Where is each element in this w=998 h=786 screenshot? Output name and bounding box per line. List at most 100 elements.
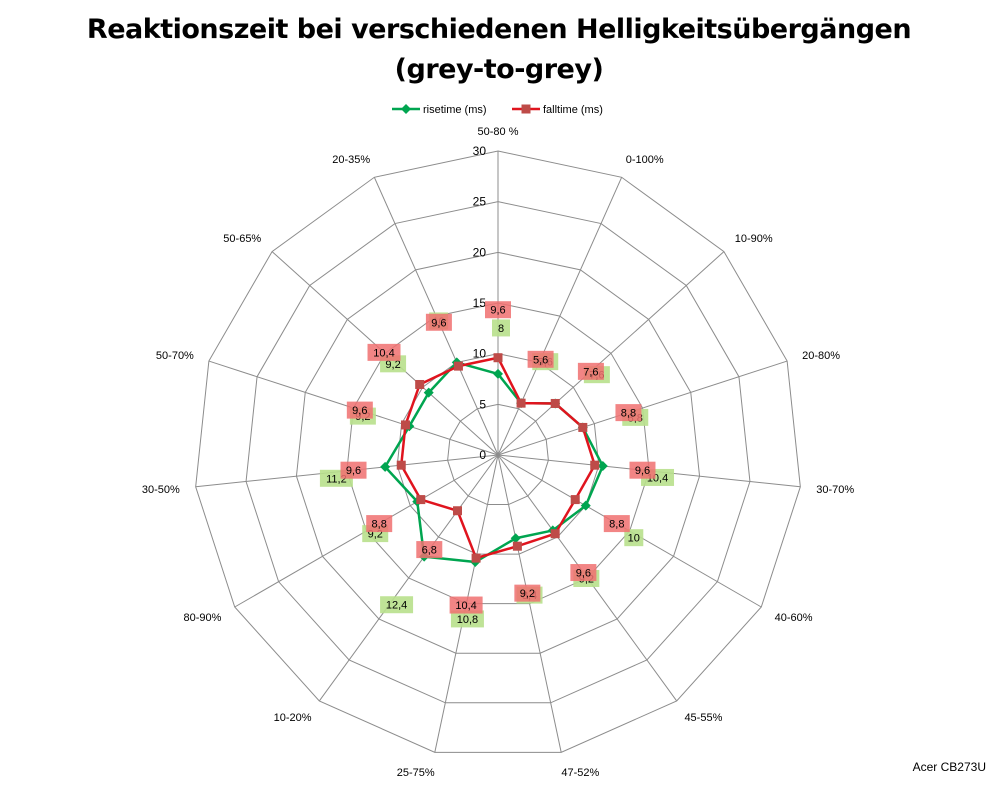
data-point (512, 541, 522, 551)
data-point (510, 533, 521, 544)
radar-grid (195, 150, 801, 753)
data-label-box (366, 515, 393, 533)
category-label: 10-90% (735, 233, 773, 245)
category-label: 20-35% (332, 154, 370, 166)
data-point (550, 398, 560, 408)
data-label: 9,6 (576, 568, 591, 580)
category-label: 40-60% (775, 612, 813, 624)
data-label-box (449, 596, 483, 614)
category-label: 50-65% (223, 233, 261, 245)
category-labels: 50-80 % 0-100% 10-90% 20-80% 30-70% 40-60% 45-… (142, 126, 855, 779)
data-point (452, 506, 462, 516)
radial-tick-label: 10 (473, 347, 487, 361)
category-label: 0-100% (626, 154, 664, 166)
data-point (423, 387, 434, 398)
data-point (597, 461, 608, 472)
data-label-box (492, 319, 510, 337)
data-label: 8 (498, 323, 504, 335)
data-point (590, 460, 600, 470)
data-point (570, 495, 580, 505)
data-point (380, 461, 391, 472)
data-label: 10,4 (373, 347, 394, 359)
data-labels-falltime: 9,65,67,68,89,68,89,69,210,46,88,89,69,6… (340, 301, 656, 614)
radial-tick-label: 15 (473, 296, 487, 310)
category-label: 20-80% (802, 350, 840, 362)
data-label-box (346, 401, 373, 419)
category-label: 30-70% (816, 484, 854, 496)
model-watermark: Acer CB273U (912, 760, 986, 774)
radial-tick-label: 20 (473, 245, 487, 259)
data-label-box (570, 564, 597, 582)
data-label-box (624, 529, 644, 547)
data-label-box (425, 313, 452, 331)
category-label: 10-20% (274, 712, 312, 724)
data-point (493, 368, 503, 379)
grid-ring (245, 201, 751, 704)
data-label-box (340, 461, 367, 479)
category-label: 47-52% (561, 767, 599, 779)
series-line (400, 356, 596, 560)
data-label: 9,6 (490, 305, 505, 317)
data-label-box (577, 362, 604, 380)
category-label: 45-55% (684, 712, 722, 724)
category-label: 80-90% (183, 612, 221, 624)
radial-tick-label: 5 (479, 397, 486, 411)
data-point (580, 500, 591, 511)
series-risetime (380, 357, 608, 568)
series-falltime (396, 353, 600, 563)
data-point (400, 420, 410, 430)
grid-spoke (318, 454, 499, 702)
data-label: 10,4 (455, 600, 476, 612)
data-label: 9,2 (385, 359, 400, 371)
data-label-box (514, 584, 541, 602)
data-label-box (629, 461, 656, 479)
grid-spoke (497, 360, 788, 456)
data-label: 12,4 (386, 600, 407, 612)
data-label-box (603, 515, 630, 533)
data-label: 8,8 (372, 519, 387, 531)
data-label: 8,8 (621, 408, 636, 420)
data-label: 10,8 (457, 614, 478, 626)
data-point (396, 460, 406, 470)
chart-title-line-2: (grey-to-grey) (394, 54, 604, 85)
data-point (516, 398, 526, 408)
radial-ticks: 0 5 10 15 20 25 30 (473, 144, 487, 462)
data-point (550, 529, 560, 539)
radial-tick-label: 25 (473, 195, 487, 209)
legend: risetime (ms) falltime (ms) (392, 104, 603, 116)
radial-tick-label: 0 (479, 448, 486, 462)
data-label: 5,6 (533, 354, 548, 366)
grid-spoke (497, 177, 623, 456)
data-label: 8,8 (609, 519, 624, 531)
data-point (471, 553, 481, 563)
data-label: 6,8 (422, 545, 437, 557)
data-label-box (380, 596, 414, 614)
grid-ring (346, 302, 650, 605)
grid-ring (195, 150, 801, 753)
data-label: 7,6 (583, 366, 598, 378)
data-point (578, 422, 588, 432)
category-label: 25-75% (397, 767, 435, 779)
data-label-box (450, 610, 484, 628)
data-label-box (485, 301, 511, 319)
data-label: 9,6 (352, 405, 367, 417)
data-label: 9,2 (520, 588, 535, 600)
legend-label: falltime (ms) (543, 104, 603, 116)
category-label: 30-50% (142, 484, 180, 496)
category-label: 50-80 % (478, 126, 519, 138)
data-label: 9,6 (346, 465, 361, 477)
category-label: 50-70% (156, 350, 194, 362)
grid-spoke (497, 454, 562, 753)
chart-title-line-1: Reaktionszeit bei verschiedenen Helligke… (86, 14, 912, 45)
data-point (416, 495, 426, 505)
grid-ring (295, 251, 701, 654)
data-label: 9,6 (431, 317, 446, 329)
grid-spoke (497, 251, 725, 456)
data-label: 10 (628, 533, 640, 545)
radial-tick-label: 30 (473, 144, 487, 158)
data-label: 9,6 (635, 465, 650, 477)
grid-ring (447, 403, 549, 506)
data-label-box (416, 541, 443, 559)
data-point (415, 379, 425, 389)
